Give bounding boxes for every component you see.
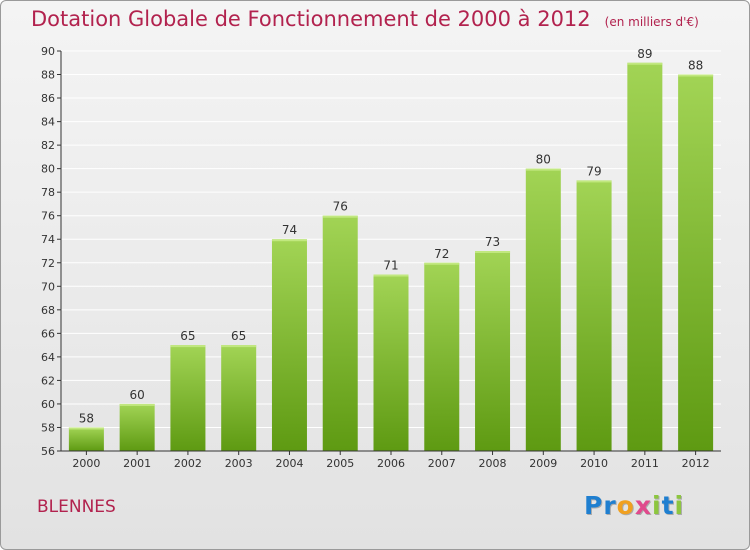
data-label: 65 [180, 329, 195, 343]
data-label: 58 [79, 411, 94, 425]
logo-letter: x [634, 491, 652, 520]
data-label: 71 [383, 259, 398, 273]
bar-highlight [119, 403, 155, 406]
x-tick-label: 2006 [377, 457, 405, 470]
x-tick-label: 2004 [275, 457, 303, 470]
x-tick-label: 2010 [580, 457, 608, 470]
y-tick-label: 66 [41, 327, 55, 340]
y-tick-label: 88 [41, 69, 55, 82]
logo-letter: i [674, 491, 685, 520]
bar-highlight [576, 180, 612, 183]
logo-letter: r [603, 491, 617, 520]
x-tick-label: 2011 [631, 457, 659, 470]
x-tick-label: 2002 [174, 457, 202, 470]
x-tick-label: 2008 [479, 457, 507, 470]
bar [525, 168, 561, 451]
logo-letter: o [616, 491, 635, 520]
bar-highlight [271, 239, 307, 242]
bar-highlight [475, 251, 511, 253]
y-tick-label: 64 [41, 351, 55, 364]
bar [221, 345, 257, 451]
bar [322, 215, 358, 451]
bar-highlight [627, 62, 663, 65]
y-tick-label: 68 [41, 304, 55, 317]
data-label: 73 [485, 235, 500, 249]
bar [475, 251, 511, 451]
bar-highlight [68, 427, 104, 430]
y-tick-label: 62 [41, 374, 55, 387]
bars [68, 62, 714, 452]
bar [678, 74, 714, 451]
bar-highlight [322, 215, 358, 218]
bar [424, 262, 460, 451]
y-tick-label: 82 [41, 139, 55, 152]
logo-letter: P [584, 491, 604, 520]
x-tick-label: 2009 [529, 457, 557, 470]
bar-highlight [424, 262, 460, 265]
x-tick-label: 2003 [225, 457, 253, 470]
y-tick-label: 80 [41, 163, 55, 176]
y-tick-label: 86 [41, 92, 55, 105]
bar [373, 274, 409, 451]
y-tick-label: 72 [41, 257, 55, 270]
x-tick-label: 2012 [682, 457, 710, 470]
data-label: 88 [688, 59, 703, 73]
proxiti-logo: Proxiti [584, 491, 684, 520]
chart-subtitle: (en milliers d'€) [604, 15, 699, 29]
y-tick-label: 90 [41, 45, 55, 58]
data-label: 79 [586, 164, 601, 178]
chart-title-text: Dotation Globale de Fonctionnement de 20… [31, 7, 591, 31]
logo-letter: i [652, 491, 662, 520]
y-tick-label: 58 [41, 421, 55, 434]
y-tick-label: 76 [41, 210, 55, 223]
bar [170, 345, 206, 451]
data-label: 80 [536, 153, 551, 167]
data-label: 72 [434, 247, 449, 261]
y-tick-label: 74 [41, 233, 55, 246]
x-tick-label: 2000 [72, 457, 100, 470]
data-label: 89 [637, 47, 652, 61]
y-tick-label: 70 [41, 280, 55, 293]
bar-highlight [678, 74, 714, 77]
x-tick-label: 2001 [123, 457, 151, 470]
y-tick-label: 60 [41, 398, 55, 411]
y-tick-label: 78 [41, 186, 55, 199]
bar [119, 403, 155, 451]
x-tick-label: 2007 [428, 457, 456, 470]
data-label: 74 [282, 223, 297, 237]
bar-highlight [373, 274, 409, 277]
bar [576, 180, 612, 452]
bar-highlight [170, 345, 206, 348]
bar-highlight [221, 345, 257, 348]
x-tick-label: 2005 [326, 457, 354, 470]
data-label: 60 [130, 388, 145, 402]
bar [627, 62, 663, 451]
labels: 56 58 60 62 64 66 68 70 72 74 76 78 80 82 84 86 88 90 58 20… [41, 45, 710, 470]
chart-title: Dotation Globale de Fonctionnement de 20… [31, 7, 699, 31]
data-label: 65 [231, 329, 246, 343]
axes [57, 50, 721, 455]
y-tick-label: 84 [41, 116, 55, 129]
data-label: 76 [333, 200, 348, 214]
y-tick-label: 56 [41, 445, 55, 458]
bar-highlight [525, 168, 561, 171]
logo-letter: t [661, 491, 675, 520]
bar [271, 239, 307, 451]
commune-name: BLENNES [37, 497, 116, 517]
bar [68, 427, 104, 451]
